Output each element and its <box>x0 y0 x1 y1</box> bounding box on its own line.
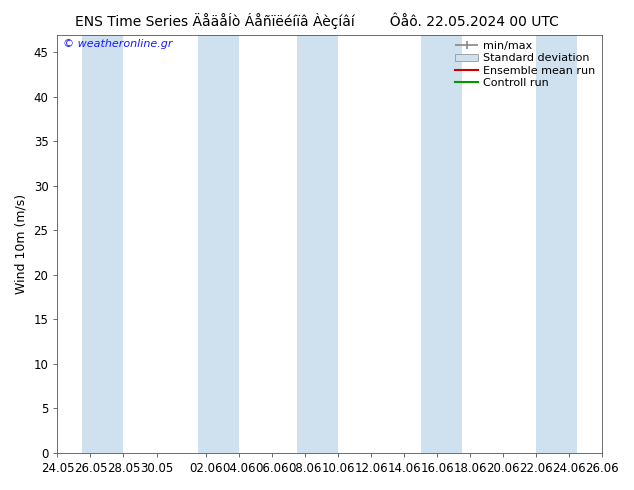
Bar <box>420 35 462 453</box>
Bar <box>536 35 578 453</box>
Text: © weatheronline.gr: © weatheronline.gr <box>63 39 172 49</box>
Bar <box>82 35 124 453</box>
Legend: min/max, Standard deviation, Ensemble mean run, Controll run: min/max, Standard deviation, Ensemble me… <box>452 38 599 91</box>
Bar <box>297 35 338 453</box>
Bar <box>198 35 239 453</box>
Y-axis label: Wind 10m (m/s): Wind 10m (m/s) <box>15 194 28 294</box>
Text: ENS Time Series ÄåäåÍò Áåñïëéíïâ Àèçíâí        Ôåô. 22.05.2024 00 UTC: ENS Time Series ÄåäåÍò Áåñïëéíïâ Àèçíâí … <box>75 12 559 29</box>
